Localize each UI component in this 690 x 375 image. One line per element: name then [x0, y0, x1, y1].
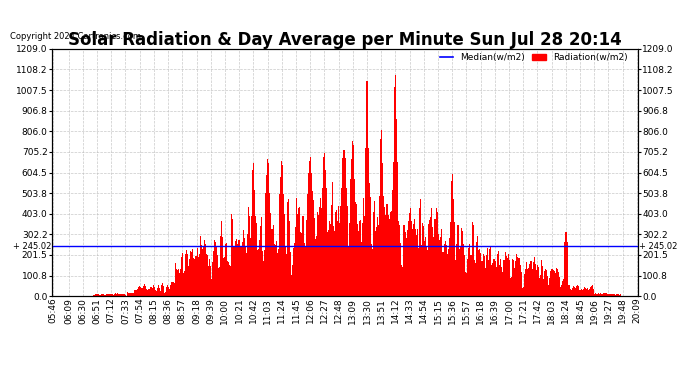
Text: + 245.02: + 245.02: [13, 242, 51, 250]
Text: Copyright 2024 Cartronics.com: Copyright 2024 Cartronics.com: [10, 32, 141, 41]
Legend: Median(w/m2), Radiation(w/m2): Median(w/m2), Radiation(w/m2): [440, 53, 628, 62]
Text: + 245.02: + 245.02: [639, 242, 677, 250]
Title: Solar Radiation & Day Average per Minute Sun Jul 28 20:14: Solar Radiation & Day Average per Minute…: [68, 31, 622, 49]
